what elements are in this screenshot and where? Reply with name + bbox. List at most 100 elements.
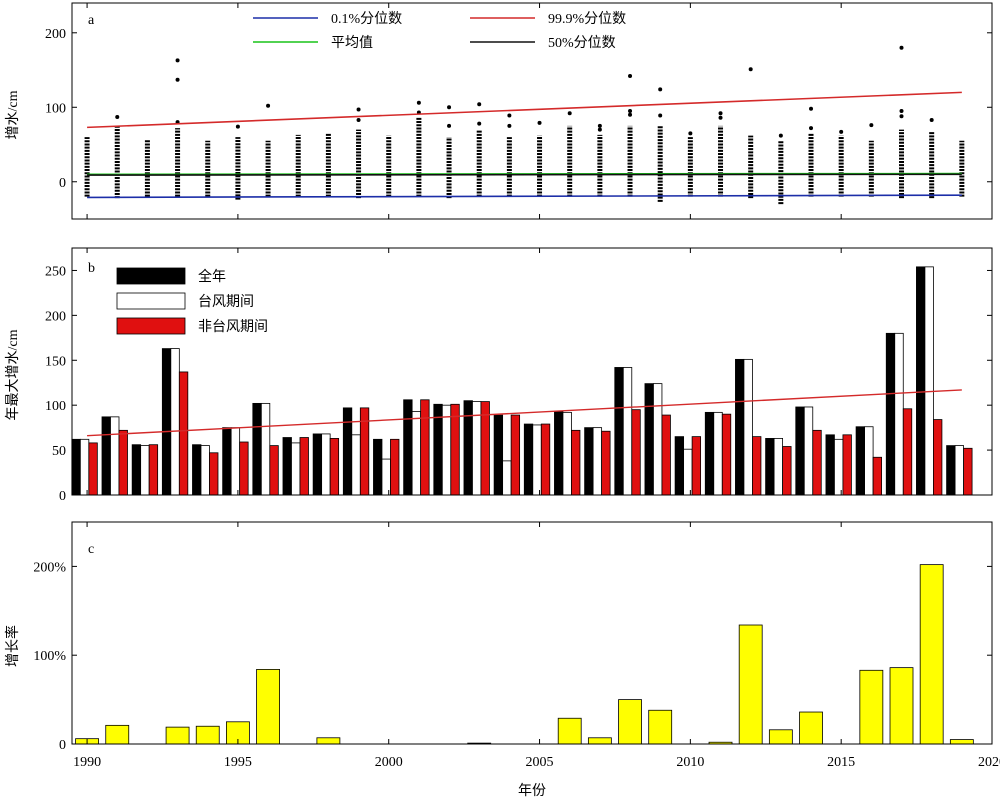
bar — [463, 400, 473, 496]
bar — [165, 726, 190, 745]
y-tick-label: 200% — [33, 560, 66, 575]
bar — [170, 348, 180, 496]
scatter-point — [839, 129, 844, 134]
panel-c-label: c — [88, 542, 94, 557]
bar — [803, 406, 814, 496]
bar — [721, 413, 732, 496]
bar — [523, 423, 534, 496]
scatter-point — [809, 126, 814, 131]
legend-label: 99.9%分位数 — [548, 11, 626, 27]
panel-b-frame — [71, 247, 993, 496]
bar — [441, 404, 452, 496]
panel-c-frame — [71, 521, 993, 745]
bar — [282, 437, 292, 496]
scatter-point — [356, 107, 361, 112]
bar — [661, 414, 671, 496]
bar — [342, 407, 353, 496]
y-tick-label: 0 — [59, 738, 66, 753]
scatter-point — [688, 131, 693, 136]
bar — [239, 441, 249, 496]
bar — [105, 724, 130, 745]
panel-b-ylabel: 年最大增水/cm — [5, 329, 21, 420]
bar — [200, 445, 210, 496]
x-tick-label: 1995 — [224, 755, 252, 770]
bar — [834, 438, 844, 496]
scatter-point — [628, 73, 633, 78]
y-tick-label: 100 — [45, 101, 66, 116]
bar — [450, 403, 460, 496]
bar — [140, 445, 150, 496]
bar — [933, 419, 943, 496]
scatter-point — [507, 123, 512, 128]
panel-c-y-axis: 0 100% 200% — [33, 560, 992, 753]
trend-line — [87, 173, 962, 176]
bar — [312, 433, 323, 496]
y-tick-label: 250 — [45, 264, 66, 279]
y-tick-label: 200 — [45, 27, 66, 42]
bar — [256, 669, 280, 745]
bar — [373, 438, 383, 496]
bar — [674, 436, 685, 496]
bar — [773, 438, 784, 496]
bar — [683, 448, 693, 496]
bar — [510, 414, 521, 496]
x-tick-label: 2000 — [375, 755, 403, 770]
bar — [209, 452, 219, 496]
bar — [101, 416, 111, 496]
panel-b-plot-area — [71, 266, 973, 496]
bar — [855, 426, 865, 496]
bar — [885, 332, 896, 496]
bar — [316, 737, 341, 745]
scatter-point — [447, 105, 452, 110]
legend-swatch — [116, 292, 186, 310]
bar — [584, 427, 594, 496]
bar — [622, 367, 633, 496]
legend-swatch — [116, 267, 186, 285]
bar — [554, 411, 564, 496]
bar — [743, 358, 753, 496]
scatter-point — [929, 117, 934, 122]
scatter-point — [537, 120, 542, 125]
scatter-point — [447, 123, 452, 128]
bar — [782, 446, 792, 496]
y-tick-label: 0 — [59, 176, 66, 191]
scatter-point — [628, 109, 633, 113]
bar — [381, 458, 391, 496]
panel-a-y-axis: 0 100 200 — [45, 27, 992, 191]
bar — [842, 434, 852, 496]
bar — [799, 711, 823, 745]
bar — [540, 423, 551, 496]
scatter-point — [658, 113, 663, 118]
bar — [222, 427, 232, 496]
bar — [644, 383, 654, 496]
bar — [230, 427, 241, 496]
bar — [889, 667, 914, 745]
bar — [946, 445, 956, 496]
x-tick-label: 2020 — [978, 755, 1000, 770]
bar — [916, 266, 926, 496]
bar — [601, 430, 611, 496]
y-tick-label: 150 — [45, 354, 66, 369]
bar — [351, 434, 361, 496]
bar — [532, 424, 542, 496]
x-axis-title: 年份 — [518, 783, 546, 799]
bar — [752, 436, 762, 496]
bar — [88, 442, 98, 496]
scatter-point — [748, 67, 753, 72]
legend-label: 全年 — [198, 268, 226, 285]
bar — [411, 411, 422, 496]
bar — [713, 411, 723, 496]
bar — [329, 438, 340, 496]
x-tick-label: 1990 — [73, 755, 101, 770]
scatter-point — [658, 87, 663, 92]
bar — [592, 427, 603, 496]
panel-a-label: a — [88, 13, 95, 28]
x-tick-label: 2015 — [827, 755, 855, 770]
scatter-point — [477, 102, 482, 107]
bar — [178, 371, 189, 496]
scatter-point — [235, 124, 240, 129]
